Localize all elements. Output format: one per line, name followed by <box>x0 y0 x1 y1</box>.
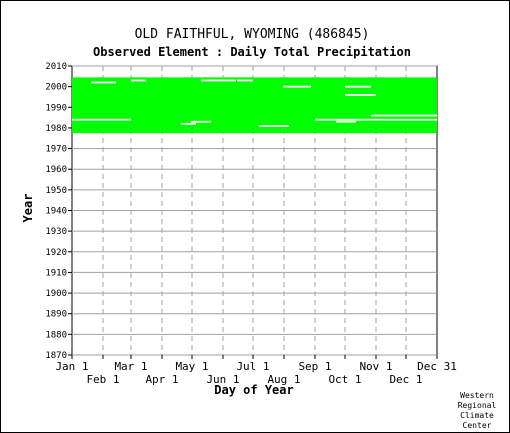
y-tick-label: 2010 <box>45 62 67 72</box>
missing-data-segment <box>371 114 437 117</box>
data-layer <box>72 77 437 134</box>
x-tick-label-bottom: Apr 1 <box>145 373 178 386</box>
y-tick-label: 1890 <box>45 310 67 320</box>
y-tick-label: 1990 <box>45 103 67 113</box>
x-tick-label-top: May 1 <box>175 360 208 373</box>
y-tick-label: 1970 <box>45 145 67 155</box>
y-tick-label: 1980 <box>45 124 67 134</box>
x-tick-label-bottom: Dec 1 <box>389 373 422 386</box>
x-tick-label-top: Jan 1 <box>55 360 88 373</box>
y-tick-label: 1930 <box>45 227 67 237</box>
credit-line: Climate <box>460 411 494 420</box>
missing-data-segment <box>345 85 371 88</box>
y-axis: 1870 1880 1890 1900 1910 1920 1930 1940 1950 1960… <box>45 62 72 361</box>
missing-data-segment <box>237 79 253 82</box>
chart-title: OLD FAITHFUL, WYOMING (486845) <box>135 27 370 42</box>
y-tick-label: 1880 <box>45 330 67 340</box>
missing-data-segment <box>259 124 289 127</box>
credit-line: Western <box>460 391 494 400</box>
y-tick-label: 1910 <box>45 268 67 278</box>
x-tick-label-bottom: Jun 1 <box>206 373 239 386</box>
chart-subtitle: Observed Element : Daily Total Precipita… <box>93 45 411 59</box>
data-coverage-band <box>72 77 437 134</box>
missing-data-segment <box>315 118 437 121</box>
x-tick-label-bottom: Aug 1 <box>267 373 300 386</box>
missing-data-segment <box>91 81 116 84</box>
y-tick-label: 1900 <box>45 289 67 299</box>
x-tick-label-bottom: Feb 1 <box>86 373 119 386</box>
credit-line: Center <box>463 421 492 430</box>
y-tick-label: 2000 <box>45 83 67 93</box>
x-tick-label-top: Dec 31 <box>417 360 457 373</box>
x-tick-label-bottom: Oct 1 <box>328 373 361 386</box>
missing-data-segment <box>181 122 196 125</box>
credit-line: Regional <box>458 401 497 410</box>
x-axis: Jan 1 Mar 1 May 1 Jul 1 Sep 1 Nov 1 Dec 31 Feb … <box>55 355 457 386</box>
x-tick-label-top: Mar 1 <box>114 360 147 373</box>
y-tick-label: 1870 <box>45 351 67 361</box>
x-tick-label-top: Nov 1 <box>359 360 392 373</box>
x-axis-label: Day of Year <box>214 383 293 397</box>
x-tick-label-top: Sep 1 <box>298 360 331 373</box>
x-tick-label-top: Jul 1 <box>236 360 269 373</box>
missing-data-segment <box>201 79 236 82</box>
missing-data-segment <box>131 79 146 82</box>
y-tick-label: 1920 <box>45 248 67 258</box>
y-tick-label: 1960 <box>45 165 67 175</box>
missing-data-segment <box>345 94 376 96</box>
y-tick-label: 1950 <box>45 186 67 196</box>
y-tick-label: 1940 <box>45 207 67 217</box>
missing-data-segment <box>72 118 131 121</box>
missing-data-segment <box>336 120 356 123</box>
missing-data-segment <box>283 85 311 88</box>
y-axis-label: Year <box>21 194 35 223</box>
missing-data-segment <box>191 120 211 123</box>
